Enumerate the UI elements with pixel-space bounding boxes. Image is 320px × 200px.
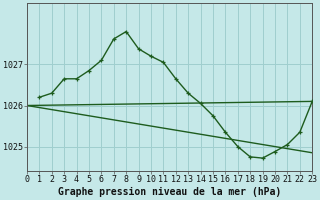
- X-axis label: Graphe pression niveau de la mer (hPa): Graphe pression niveau de la mer (hPa): [58, 187, 281, 197]
